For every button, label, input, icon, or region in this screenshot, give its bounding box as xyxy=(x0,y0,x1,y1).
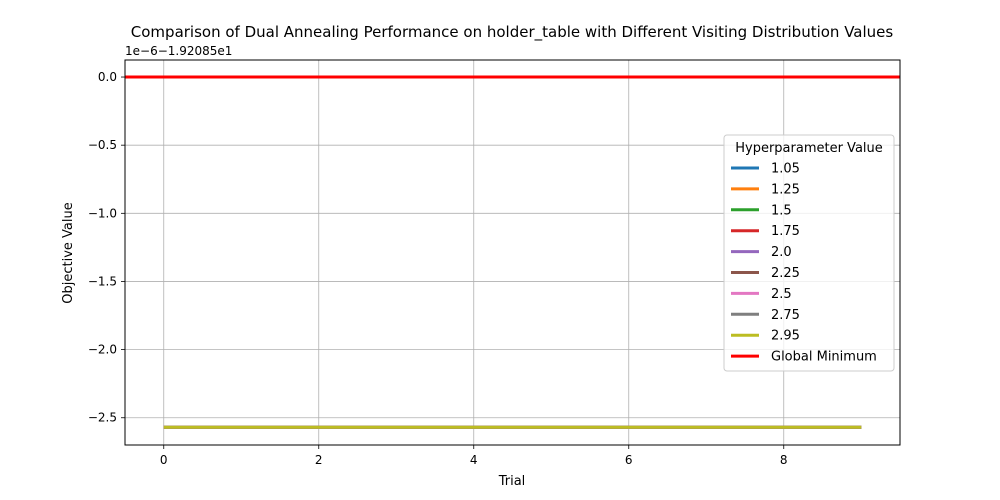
legend-entry-label: 1.05 xyxy=(771,162,800,177)
y-tick-label: −0.5 xyxy=(88,138,117,152)
legend-entry-label: 1.75 xyxy=(771,224,800,239)
y-tick-label: 0.0 xyxy=(98,70,117,84)
legend-entry-label: 1.5 xyxy=(771,203,792,218)
y-tick-label: −2.5 xyxy=(88,411,117,425)
legend-entry-label: 2.25 xyxy=(771,266,800,281)
x-tick-label: 2 xyxy=(315,453,323,467)
axis-ticks: 0 2 4 6 8 0.0 −0.5 −1.0 −1.5 −2.0 −2.5 xyxy=(88,70,788,467)
x-tick-label: 0 xyxy=(160,453,168,467)
chart-title: Comparison of Dual Annealing Performance… xyxy=(131,23,894,42)
y-tick-label: −1.5 xyxy=(88,274,117,288)
legend-entry-label: Global Minimum xyxy=(771,350,877,365)
y-axis-label: Objective Value xyxy=(61,202,76,303)
y-tick-label: −1.0 xyxy=(88,206,117,220)
legend-entry-label: 2.0 xyxy=(771,245,792,260)
x-tick-label: 4 xyxy=(470,453,478,467)
legend-entry-label: 2.5 xyxy=(771,287,792,302)
x-tick-label: 8 xyxy=(780,453,788,467)
plot-lines xyxy=(125,75,900,429)
legend-entry-label: 2.75 xyxy=(771,308,800,323)
x-axis-label: Trial xyxy=(498,474,526,489)
legend-entry-label: 2.95 xyxy=(771,329,800,344)
y-tick-label: −2.0 xyxy=(88,343,117,357)
plot-frame xyxy=(124,59,901,446)
y-offset-text: 1e−6−1.92085e1 xyxy=(125,44,232,58)
x-tick-label: 6 xyxy=(625,453,633,467)
legend: Hyperparameter Value 1.05 1.25 1.5 1.75 2.0 2… xyxy=(723,134,895,372)
legend-entry-label: 1.25 xyxy=(771,182,800,197)
legend-title: Hyperparameter Value xyxy=(735,141,883,156)
legend-box xyxy=(723,134,895,372)
